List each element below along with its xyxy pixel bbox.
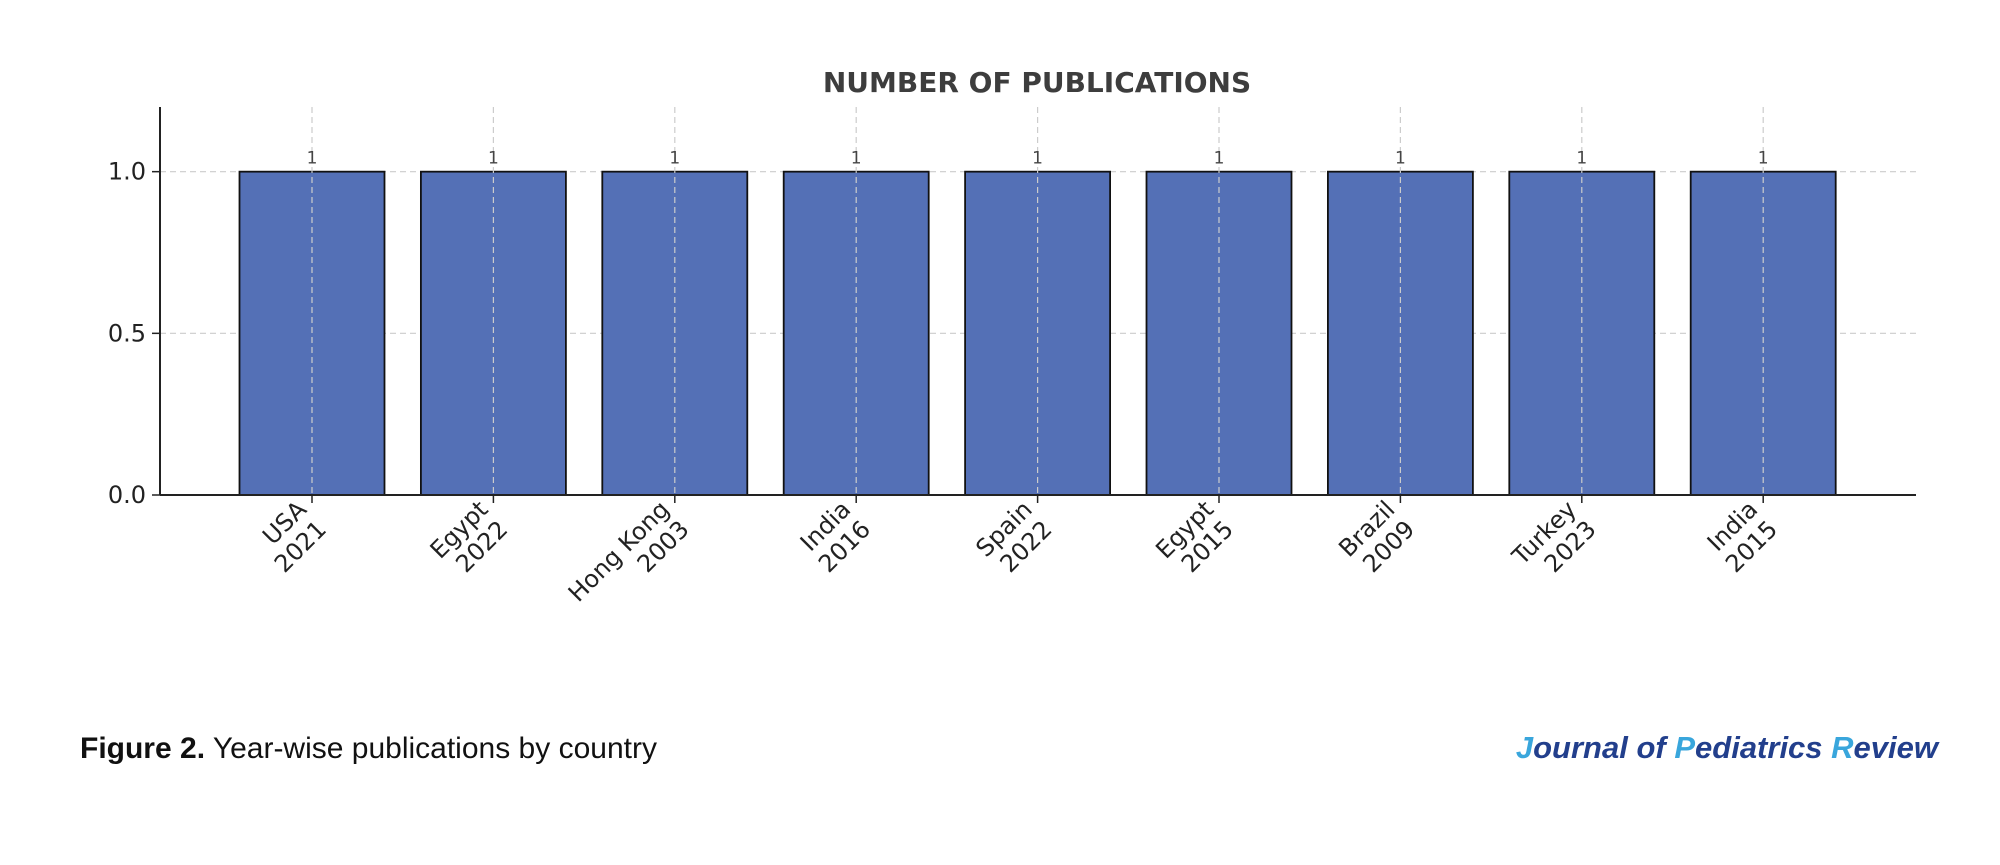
bar-data-label: 1 <box>307 149 318 169</box>
x-tick-label: Spain2022 <box>970 495 1057 582</box>
figure-caption-text: Year-wise publications by country <box>205 732 657 765</box>
figure-number: Figure 2. <box>80 732 206 765</box>
journal-logo-text: P <box>1674 730 1696 765</box>
bar-data-label: 1 <box>851 149 862 169</box>
journal-logo-text: eview <box>1853 730 1938 765</box>
bar-data-label: 1 <box>1395 149 1406 169</box>
vertical-grid-lines <box>311 107 1764 495</box>
journal-logo-text: R <box>1831 730 1854 765</box>
journal-logo: Journal of Pediatrics Review <box>1516 730 1938 766</box>
y-tick-label: 1.0 <box>108 158 146 186</box>
bar-data-label: 1 <box>1214 149 1225 169</box>
x-tick-label: India2016 <box>793 495 876 578</box>
journal-logo-text: ournal of <box>1533 730 1675 765</box>
y-tick-label: 0.0 <box>108 481 146 509</box>
bar-data-label: 1 <box>1576 149 1587 169</box>
journal-logo-text: ediatrics <box>1695 730 1832 765</box>
x-tick-label: India2015 <box>1700 495 1783 578</box>
figure-caption: Figure 2. Year-wise publications by coun… <box>80 732 657 766</box>
bars <box>238 170 1837 496</box>
chart-title: NUMBER OF PUBLICATIONS <box>823 66 1251 99</box>
x-tick-label: Brazil2009 <box>1333 495 1420 582</box>
bar-data-label: 1 <box>1032 149 1043 169</box>
bar-data-label: 1 <box>1758 149 1769 169</box>
journal-logo-text: J <box>1515 730 1534 765</box>
y-tick-label: 0.5 <box>108 319 146 347</box>
bar-data-label: 1 <box>669 149 680 169</box>
x-tick-label: Hong Kong2003 <box>563 495 695 627</box>
x-tick-label: Egypt2015 <box>1150 495 1239 584</box>
x-tick-label: USA2021 <box>249 495 332 578</box>
x-tick-label: Egypt2022 <box>425 495 514 584</box>
bar-data-label: 1 <box>488 149 499 169</box>
x-tick-label: Turkey2023 <box>1506 495 1602 591</box>
